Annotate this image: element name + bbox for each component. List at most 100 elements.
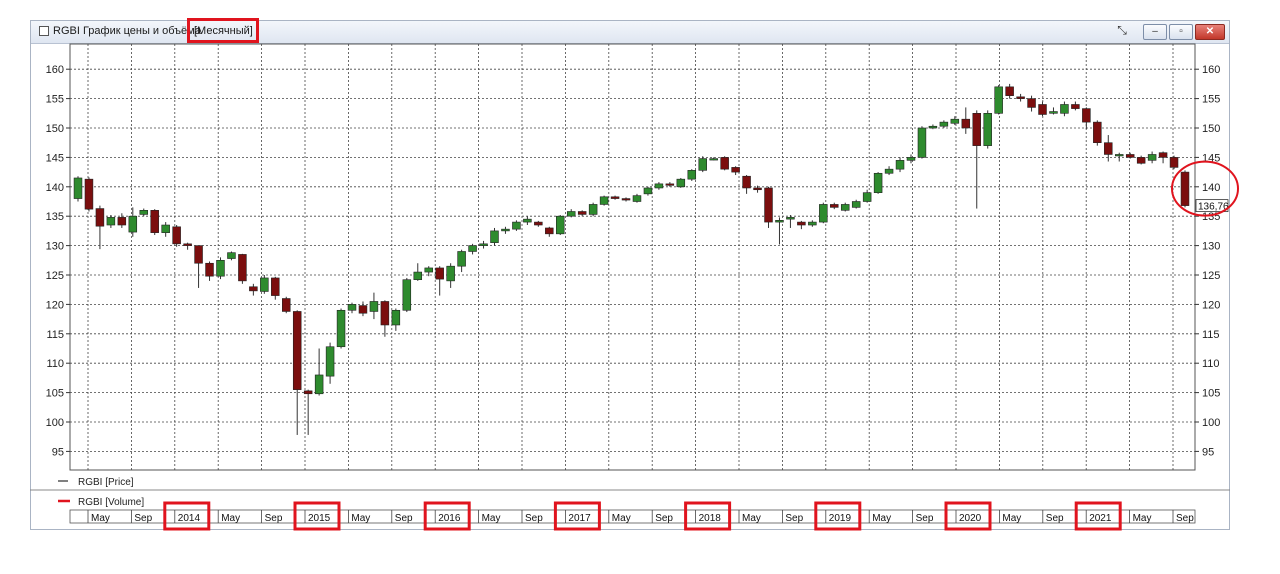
candle-down <box>1104 142 1113 155</box>
candle-down <box>610 196 620 199</box>
restore-button[interactable]: ▫ <box>1169 24 1193 40</box>
candle-up <box>512 221 521 230</box>
time-axis-label: May <box>482 513 501 524</box>
y-tick-label-right: 130 <box>1202 241 1220 253</box>
candle-up <box>851 201 861 208</box>
candle-down <box>577 211 587 215</box>
candle-up <box>632 195 642 202</box>
candle-up <box>1060 104 1069 114</box>
candle-up <box>424 267 433 273</box>
candle-down <box>205 262 214 277</box>
candle-up <box>709 158 718 161</box>
candle-up <box>523 218 532 223</box>
candle-down <box>282 298 291 312</box>
candle-down <box>117 217 127 226</box>
y-tick-label-left: 150 <box>46 123 64 135</box>
candle-up <box>588 204 598 215</box>
period-mode-label[interactable]: [Месячный] <box>194 25 253 37</box>
candle-up <box>314 374 324 395</box>
candle-down <box>797 221 806 226</box>
time-axis-label: May <box>872 513 891 524</box>
candle-up <box>840 204 850 211</box>
candle-down <box>830 204 839 208</box>
candle-down <box>753 187 762 191</box>
period-mode-highlight <box>187 18 259 43</box>
close-button[interactable]: ✕ <box>1195 24 1225 40</box>
candle-down <box>545 227 554 235</box>
last-price-box <box>1195 199 1229 213</box>
candle-down <box>742 175 751 189</box>
minimize-button[interactable]: – <box>1143 24 1167 40</box>
y-tick-label-left: 130 <box>46 241 64 253</box>
candle-down <box>172 226 181 245</box>
candle-down <box>1005 86 1014 96</box>
pin-icon[interactable]: ⤡ <box>1117 23 1127 37</box>
time-axis-label: May <box>91 513 110 524</box>
restore-icon: ▫ <box>1179 26 1183 37</box>
candle-up <box>786 217 795 220</box>
candle-down <box>1136 157 1146 164</box>
candle-up <box>884 168 894 174</box>
y-tick-label-left: 145 <box>46 152 64 164</box>
candle-up <box>161 224 170 233</box>
time-axis-label: 2018 <box>699 513 722 524</box>
candle-down <box>150 210 159 233</box>
candle-up <box>128 215 138 233</box>
candle-down <box>1180 171 1190 206</box>
y-tick-label-right: 105 <box>1202 388 1220 400</box>
candle-down <box>95 208 105 227</box>
year-highlight-box <box>814 501 862 531</box>
candle-up <box>939 121 949 127</box>
plot-frame <box>69 43 1196 471</box>
y-tick-label-left: 135 <box>46 211 64 223</box>
candle-up <box>413 271 423 281</box>
time-axis-strip <box>69 509 1196 524</box>
candle-down <box>271 277 280 296</box>
candle-down <box>1093 121 1102 144</box>
time-axis-label: 2020 <box>959 513 982 524</box>
candle-up <box>643 187 653 195</box>
candle-up <box>391 309 401 326</box>
time-axis-label: 2017 <box>568 513 591 524</box>
candle-up <box>556 215 565 235</box>
y-tick-label-right: 150 <box>1202 123 1220 135</box>
candle-up <box>676 178 686 188</box>
candle-up <box>1049 111 1058 114</box>
candle-down <box>194 245 203 264</box>
y-tick-label-left: 120 <box>46 299 64 311</box>
candle-down <box>238 254 247 282</box>
candle-up <box>139 210 149 215</box>
candle-up <box>983 113 992 146</box>
candle-up <box>336 309 346 348</box>
time-axis-label: Sep <box>265 513 283 524</box>
candle-up <box>325 346 335 377</box>
time-axis-label: Sep <box>916 513 934 524</box>
candle-up <box>490 230 499 243</box>
last-price-label: 136,76 <box>1198 202 1229 213</box>
candle-down <box>665 183 675 186</box>
y-tick-label-right: 110 <box>1202 358 1220 370</box>
candle-up <box>501 228 510 232</box>
candle-down <box>621 198 631 201</box>
candle-up <box>446 265 455 282</box>
y-tick-label-left: 105 <box>46 388 64 400</box>
y-tick-label-left: 125 <box>46 270 64 282</box>
time-axis-label: Sep <box>1046 513 1064 524</box>
time-axis-label: May <box>1133 513 1152 524</box>
candle-up <box>457 251 466 267</box>
time-axis-label: Sep <box>525 513 543 524</box>
year-highlight-box <box>553 501 601 531</box>
time-axis-label: Sep <box>655 513 673 524</box>
time-axis-label: May <box>351 513 370 524</box>
time-axis-label: 2015 <box>308 513 331 524</box>
y-tick-label-left: 110 <box>46 358 64 370</box>
y-tick-label-left: 115 <box>46 329 64 341</box>
candle-up <box>654 183 664 189</box>
candle-down <box>1169 157 1179 168</box>
time-axis-label: 2014 <box>178 513 201 524</box>
time-axis-label: May <box>742 513 761 524</box>
y-tick-label-left: 100 <box>46 417 64 429</box>
year-highlight-box <box>293 501 341 531</box>
candle-up <box>950 118 960 124</box>
